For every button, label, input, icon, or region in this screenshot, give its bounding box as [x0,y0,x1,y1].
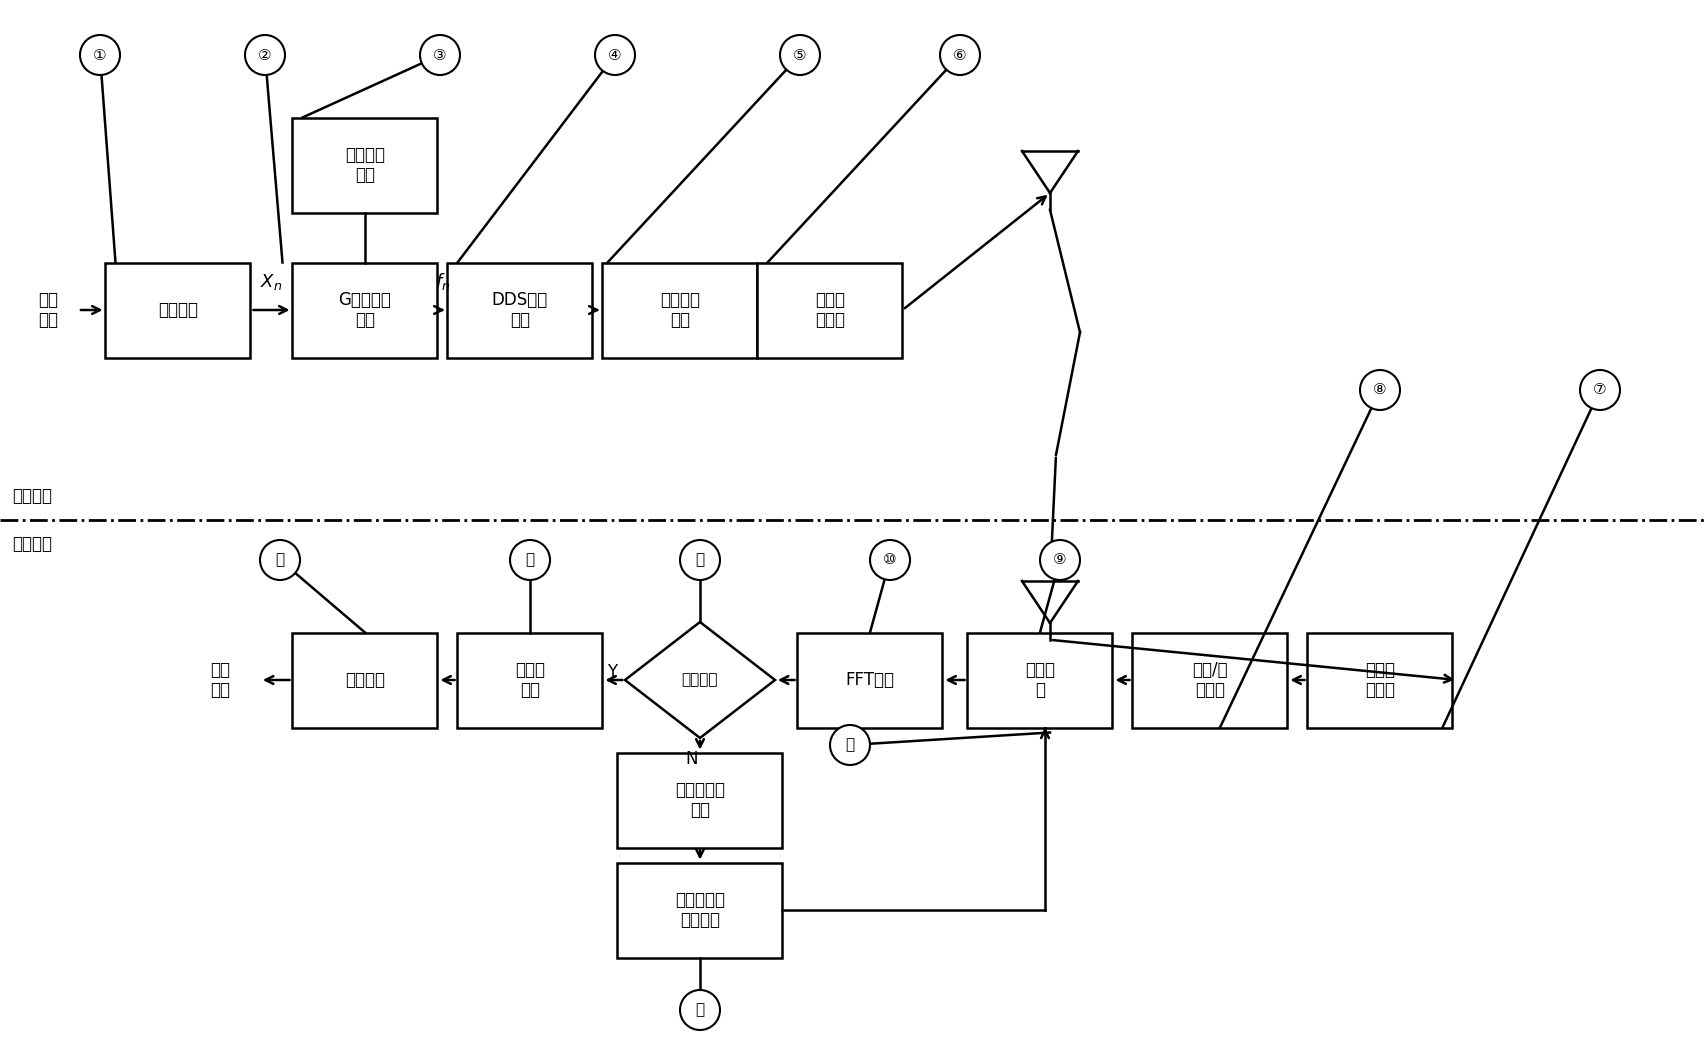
Bar [106,262,251,358]
Text: ③: ③ [434,47,447,63]
Text: ⑥: ⑥ [953,47,966,63]
Bar [292,262,437,358]
Bar [797,633,942,728]
Bar [292,633,437,728]
Text: 同步序列
数据: 同步序列 数据 [345,146,384,185]
Bar [292,117,437,213]
Text: Y: Y [606,663,616,681]
Text: ⑨: ⑨ [1053,553,1067,568]
Text: ⑬: ⑬ [845,737,854,752]
Bar [1308,633,1451,728]
Text: 射频信
号处理: 射频信 号处理 [814,291,845,329]
Circle shape [594,35,635,74]
Circle shape [679,540,720,580]
Text: 输出
数据: 输出 数据 [210,661,230,700]
Text: 同步判决: 同步判决 [681,672,719,687]
Text: ⑧: ⑧ [1372,383,1386,398]
Circle shape [244,35,285,74]
Text: 确定早迟门
窗口: 确定早迟门 窗口 [674,780,724,819]
Text: ⑤: ⑤ [792,47,806,63]
Circle shape [1040,540,1079,580]
Bar [447,262,592,358]
Circle shape [510,540,550,580]
Circle shape [939,35,980,74]
Circle shape [80,35,119,74]
Text: 维特比
译码: 维特比 译码 [516,661,545,700]
Bar [966,633,1111,728]
Text: 发射流程: 发射流程 [12,487,51,505]
Text: ④: ④ [608,47,621,63]
Text: FFT变换: FFT变换 [845,671,894,689]
Text: ⑮: ⑮ [275,553,285,568]
Circle shape [1359,370,1400,410]
Text: 变频/滤
波处理: 变频/滤 波处理 [1191,661,1227,700]
Circle shape [869,540,910,580]
Circle shape [420,35,459,74]
Circle shape [1579,370,1618,410]
Text: 接收流程: 接收流程 [12,535,51,553]
Bar [758,262,901,358]
Text: ①: ① [94,47,108,63]
Bar [603,262,758,358]
Text: G函数映射
处理: G函数映射 处理 [338,291,391,329]
Text: ②: ② [258,47,271,63]
Bar [618,862,782,958]
Bar [457,633,603,728]
Text: ⑦: ⑦ [1593,383,1606,398]
Polygon shape [625,622,775,738]
Circle shape [679,990,720,1030]
Circle shape [780,35,819,74]
Text: 抽样处
理: 抽样处 理 [1024,661,1055,700]
Text: 同步捕获和
跟踪处理: 同步捕获和 跟踪处理 [674,891,724,929]
Text: 中频滤波
处理: 中频滤波 处理 [659,291,700,329]
Text: 串并转换: 串并转换 [159,301,198,319]
Text: 输入
数据: 输入 数据 [38,291,58,329]
Text: 射频信
号处理: 射频信 号处理 [1364,661,1395,700]
Circle shape [830,725,869,765]
Circle shape [259,540,300,580]
Bar [1132,633,1287,728]
Text: ⑭: ⑭ [695,1003,705,1018]
Text: $X_n$: $X_n$ [259,272,282,292]
Text: $f_n$: $f_n$ [435,271,451,292]
Bar [618,752,782,848]
Text: ⑪: ⑪ [695,553,705,568]
Text: ⑩: ⑩ [883,553,896,568]
Text: DDS波形
生成: DDS波形 生成 [492,291,548,329]
Text: ⑫: ⑫ [526,553,534,568]
Text: N: N [685,750,698,768]
Text: 并串转换: 并串转换 [345,671,384,689]
